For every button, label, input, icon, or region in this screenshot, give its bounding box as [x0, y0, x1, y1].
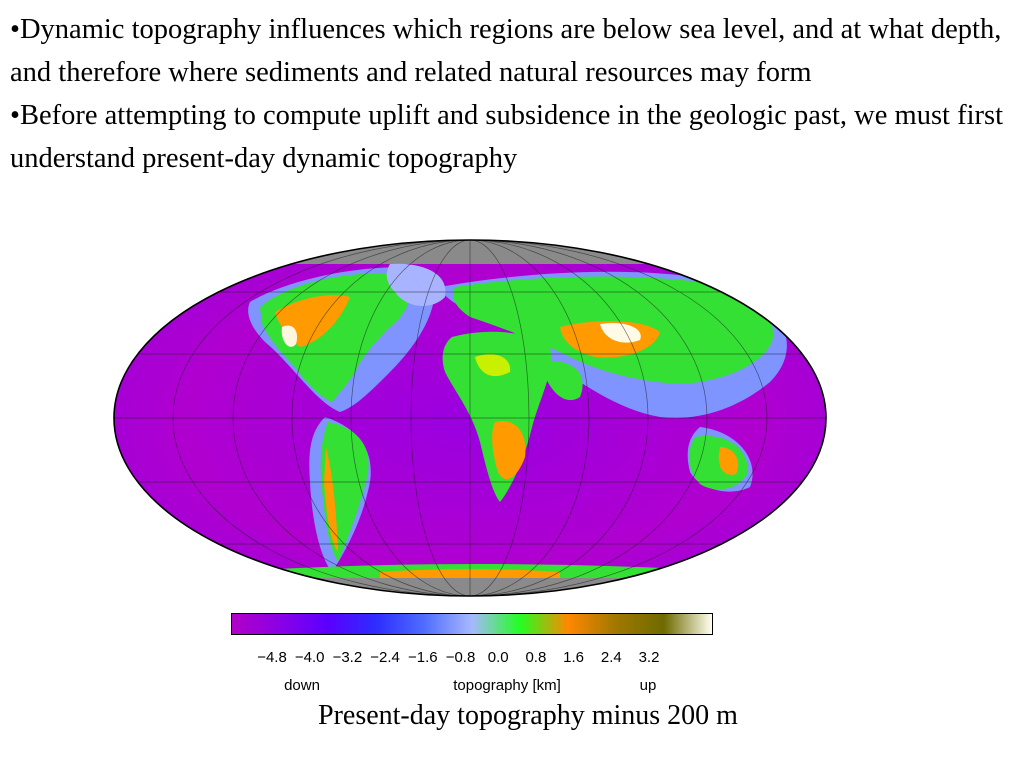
colorbar-tick-label: −2.4: [370, 649, 400, 666]
colorbar-up-label: up: [639, 677, 657, 694]
colorbar-tick-label: 2.4: [600, 649, 622, 666]
australia: [688, 436, 748, 490]
colorbar-tick-label: −4.0: [294, 649, 325, 666]
rockies-peaks: [281, 325, 298, 347]
colorbar: −4.8 −4.0 −3.2 −2.4 −1.6 −0.8 0.0 0.8 1.6 2.4 3.2 …: [228, 611, 714, 701]
colorbar-tick-label: 0.0: [487, 649, 509, 666]
world-topography-map: [100, 232, 840, 612]
colorbar-tick-label: 3.2: [638, 649, 660, 666]
andes: [324, 447, 338, 552]
map-outline: [113, 239, 827, 597]
colorbar-gradient: [231, 613, 713, 635]
mollweide-map-svg: [113, 239, 827, 597]
colorbar-unit-label: topography [km]: [453, 677, 561, 694]
colorbar-tick-label: −1.6: [407, 649, 438, 666]
india: [540, 361, 583, 401]
tibetan-plateau: [600, 322, 641, 343]
graticule: [114, 240, 826, 596]
colorbar-tick-label: −4.8: [257, 649, 287, 666]
east-african-highlands: [492, 421, 526, 480]
bullet-present-day: •Before attempting to compute uplift and…: [10, 100, 1004, 174]
colorbar-tick-label: −3.2: [332, 649, 363, 666]
colorbar-down-label: down: [284, 677, 320, 694]
bullet-list: •Dynamic topography influences which reg…: [10, 8, 1015, 180]
colorbar-tick-label: 0.8: [525, 649, 547, 666]
australia-highlands: [718, 447, 739, 475]
bullet-dynamic-topography: •Dynamic topography influences which reg…: [10, 14, 1002, 88]
greenland: [386, 263, 446, 307]
colorbar-tick-label: −0.8: [445, 649, 476, 666]
colorbar-tick-label: 1.6: [563, 649, 585, 666]
sahara-plateau: [475, 354, 511, 377]
figure-caption: Present-day topography minus 200 m: [318, 700, 738, 731]
